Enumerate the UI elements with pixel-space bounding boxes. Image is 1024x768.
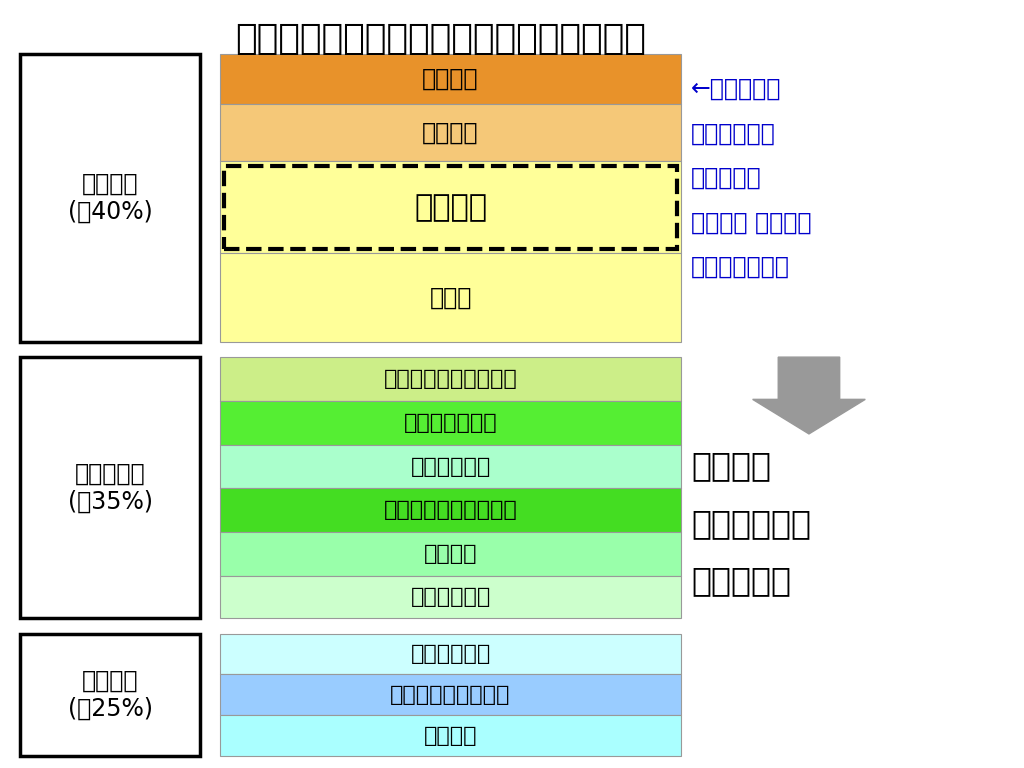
Bar bbox=[220, 576, 681, 618]
Bar bbox=[220, 445, 681, 488]
Bar bbox=[220, 161, 681, 253]
Text: 塗装工事: 塗装工事 bbox=[424, 544, 477, 564]
Bar bbox=[224, 166, 677, 249]
Bar bbox=[20, 54, 200, 342]
Text: １０％前後: １０％前後 bbox=[691, 166, 762, 190]
Text: 躯体工事
(約40%): 躯体工事 (約40%) bbox=[68, 172, 153, 223]
Bar bbox=[220, 104, 681, 161]
Text: ←構造材費は: ←構造材費は bbox=[691, 77, 781, 101]
Bar bbox=[220, 253, 681, 342]
Bar bbox=[20, 357, 200, 618]
Polygon shape bbox=[753, 357, 865, 434]
Text: 空調設備工事: 空調設備工事 bbox=[411, 644, 490, 664]
Text: 基礎工事: 基礎工事 bbox=[422, 121, 479, 144]
Text: 木工事は: 木工事は bbox=[691, 449, 771, 482]
Text: （工法、 スパンに: （工法、 スパンに bbox=[691, 210, 812, 234]
Text: 電気工事: 電気工事 bbox=[424, 726, 477, 746]
Text: 屋根・金属・外装工事: 屋根・金属・外装工事 bbox=[384, 369, 517, 389]
Text: 工事費全体の: 工事費全体の bbox=[691, 121, 776, 145]
Bar bbox=[220, 634, 681, 674]
Text: 一般的な中大規模木造建築の工事費の割合: 一般的な中大規模木造建築の工事費の割合 bbox=[234, 22, 646, 55]
Text: 工事費全体の: 工事費全体の bbox=[691, 507, 811, 540]
Text: 構造材費: 構造材費 bbox=[414, 193, 487, 222]
Bar bbox=[220, 674, 681, 715]
Bar bbox=[220, 357, 681, 401]
Bar bbox=[220, 54, 681, 104]
Text: 木製建具工事: 木製建具工事 bbox=[411, 456, 490, 477]
Bar bbox=[20, 634, 200, 756]
Text: 内装・雑工事: 内装・雑工事 bbox=[411, 587, 490, 607]
Bar bbox=[220, 488, 681, 532]
Bar bbox=[220, 401, 681, 445]
Bar bbox=[220, 532, 681, 576]
Text: 仕上げ工事
(約35%): 仕上げ工事 (約35%) bbox=[68, 462, 153, 514]
Bar bbox=[220, 715, 681, 756]
Text: 木工事: 木工事 bbox=[429, 286, 472, 310]
Text: 仮設工事: 仮設工事 bbox=[422, 67, 479, 91]
Text: 金属製建具工事: 金属製建具工事 bbox=[403, 412, 498, 433]
Text: より変動有り）: より変動有り） bbox=[691, 255, 791, 279]
Text: ３０％前後: ３０％前後 bbox=[691, 564, 792, 598]
Text: 設備工事
(約25%): 設備工事 (約25%) bbox=[68, 669, 153, 721]
Text: 給排水衛生設備工事: 給排水衛生設備工事 bbox=[390, 684, 511, 705]
Text: 石・タイル・左官工事: 石・タイル・左官工事 bbox=[384, 500, 517, 521]
